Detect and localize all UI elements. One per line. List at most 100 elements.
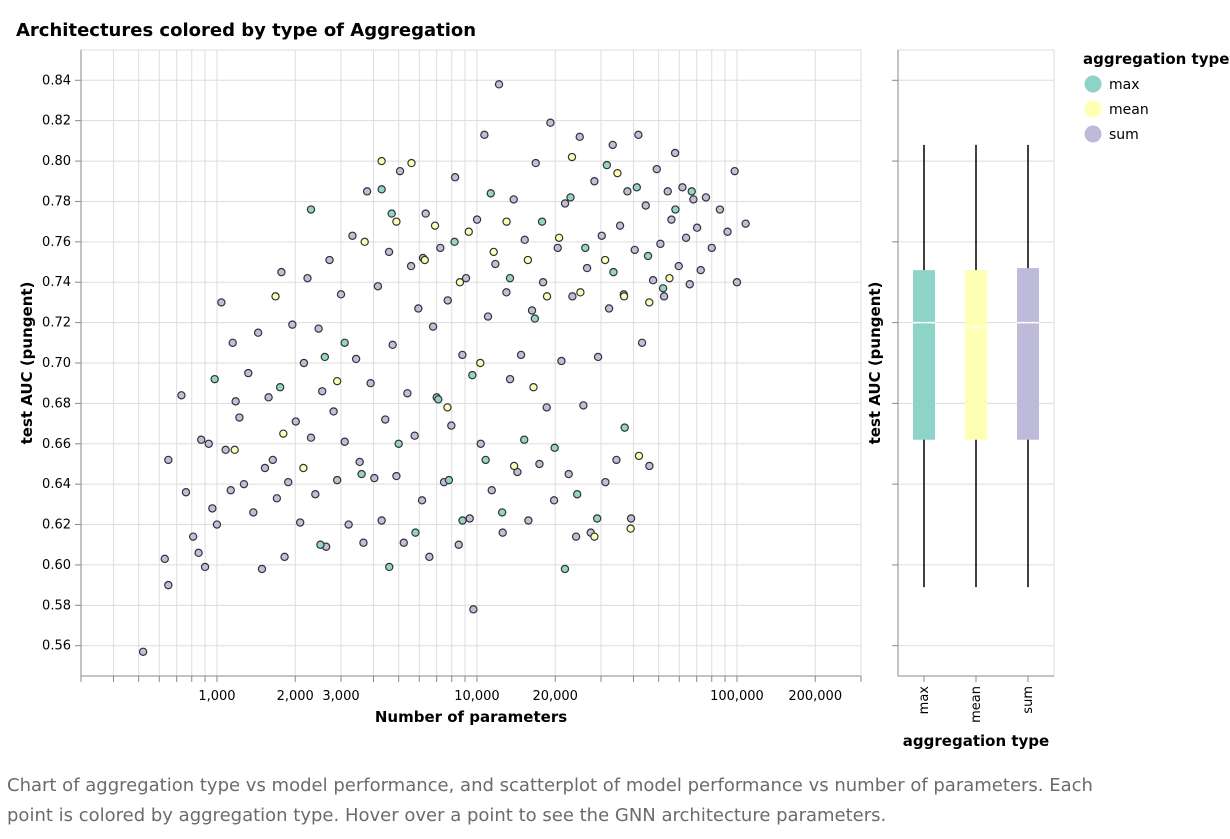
scatter-point-sum[interactable] xyxy=(303,273,312,283)
scatter-point-mean[interactable] xyxy=(542,292,552,301)
scatter-point-sum[interactable] xyxy=(707,243,716,253)
scatter-point-max[interactable] xyxy=(497,508,507,517)
scatter-point-sum[interactable] xyxy=(417,496,427,505)
scatter-point-sum[interactable] xyxy=(268,455,278,465)
scatter-point-max[interactable] xyxy=(387,209,396,218)
scatter-point-sum[interactable] xyxy=(212,520,222,529)
scatter-point-mean[interactable] xyxy=(377,156,386,166)
scatter-point-max[interactable] xyxy=(566,193,575,202)
scatter-point-sum[interactable] xyxy=(447,421,456,430)
scatter-point-sum[interactable] xyxy=(311,490,320,499)
scatter-point-sum[interactable] xyxy=(260,463,270,473)
scatter-point-mean[interactable] xyxy=(613,168,622,178)
scatter-point-sum[interactable] xyxy=(612,455,621,465)
scatter-point-mean[interactable] xyxy=(509,461,519,471)
scatter-point-sum[interactable] xyxy=(314,324,323,333)
scatter-point-sum[interactable] xyxy=(450,173,460,182)
scatter-point-sum[interactable] xyxy=(164,580,173,590)
scatter-point-sum[interactable] xyxy=(381,415,390,424)
scatter-point-sum[interactable] xyxy=(527,306,537,315)
scatter-point-sum[interactable] xyxy=(425,552,434,562)
scatter-point-sum[interactable] xyxy=(295,518,305,527)
scatter-point-sum[interactable] xyxy=(571,532,581,541)
scatter-point-max[interactable] xyxy=(316,540,325,549)
scatter-point-max[interactable] xyxy=(210,374,219,384)
scatter-point-max[interactable] xyxy=(411,528,420,537)
scatter-point-mean[interactable] xyxy=(279,429,288,438)
scatter-point-max[interactable] xyxy=(275,383,285,392)
scatter-point-sum[interactable] xyxy=(509,195,518,204)
scatter-point-sum[interactable] xyxy=(461,273,471,283)
scatter-point-sum[interactable] xyxy=(516,350,526,360)
scatter-point-sum[interactable] xyxy=(421,209,430,218)
scatter-point-sum[interactable] xyxy=(253,328,263,337)
scatter-point-sum[interactable] xyxy=(696,265,705,275)
scatter-point-max[interactable] xyxy=(306,205,316,214)
scatter-point-sum[interactable] xyxy=(524,516,533,525)
scatter-point-mean[interactable] xyxy=(567,152,577,162)
scatter-point-sum[interactable] xyxy=(608,140,617,150)
scatter-point-sum[interactable] xyxy=(318,387,327,396)
scatter-point-max[interactable] xyxy=(632,183,642,192)
scatter-point-mean[interactable] xyxy=(626,524,635,533)
scatter-point-sum[interactable] xyxy=(715,205,725,214)
scatter-point-sum[interactable] xyxy=(228,338,237,348)
scatter-point-max[interactable] xyxy=(450,237,459,247)
scatter-point-sum[interactable] xyxy=(593,352,603,362)
scatter-point-sum[interactable] xyxy=(291,417,300,426)
scatter-point-mean[interactable] xyxy=(332,376,342,386)
scatter-point-mean[interactable] xyxy=(502,217,511,226)
scatter-point-max[interactable] xyxy=(505,273,515,283)
scatter-point-sum[interactable] xyxy=(204,439,213,448)
scatter-point-sum[interactable] xyxy=(410,431,419,440)
scatter-point-sum[interactable] xyxy=(366,378,375,388)
scatter-point-sum[interactable] xyxy=(221,445,230,455)
scatter-point-mean[interactable] xyxy=(455,278,465,287)
scatter-point-mean[interactable] xyxy=(476,358,485,368)
scatter-point-sum[interactable] xyxy=(472,215,482,224)
scatter-point-max[interactable] xyxy=(573,490,582,499)
scatter-point-max[interactable] xyxy=(687,187,696,196)
scatter-point-mean[interactable] xyxy=(554,233,564,242)
scatter-point-mean[interactable] xyxy=(590,532,599,541)
scatter-point-max[interactable] xyxy=(481,455,490,465)
scatter-point-sum[interactable] xyxy=(388,340,397,350)
scatter-point-sum[interactable] xyxy=(277,267,286,277)
scatter-point-sum[interactable] xyxy=(483,312,493,321)
scatter-point-sum[interactable] xyxy=(188,532,198,541)
scatter-point-sum[interactable] xyxy=(615,221,625,230)
box-mean[interactable] xyxy=(965,270,987,440)
scatter-point-sum[interactable] xyxy=(637,338,647,348)
scatter-point-sum[interactable] xyxy=(181,488,191,497)
scatter-point-sum[interactable] xyxy=(194,548,203,558)
scatter-point-sum[interactable] xyxy=(487,486,496,495)
scatter-point-max[interactable] xyxy=(658,284,668,293)
scatter-point-sum[interactable] xyxy=(177,391,186,400)
scatter-point-sum[interactable] xyxy=(370,473,379,483)
scatter-point-sum[interactable] xyxy=(542,403,551,412)
scatter-point-sum[interactable] xyxy=(491,259,500,269)
scatter-point-sum[interactable] xyxy=(392,471,401,481)
scatter-point-sum[interactable] xyxy=(689,195,698,204)
scatter-point-max[interactable] xyxy=(458,516,467,525)
box-marks[interactable] xyxy=(913,144,1039,588)
scatter-point-sum[interactable] xyxy=(465,514,474,523)
scatter-point-sum[interactable] xyxy=(568,292,577,301)
scatter-point-sum[interactable] xyxy=(692,223,702,232)
scatter-point-max[interactable] xyxy=(643,251,653,261)
scatter-point-max[interactable] xyxy=(530,314,540,323)
scatter-point-mean[interactable] xyxy=(489,247,498,257)
scatter-point-sum[interactable] xyxy=(520,235,529,245)
scatter-point-sum[interactable] xyxy=(164,455,173,465)
scatter-point-mean[interactable] xyxy=(600,255,610,265)
scatter-point-max[interactable] xyxy=(581,243,590,253)
scatter-point-mean[interactable] xyxy=(665,273,674,283)
box-max[interactable] xyxy=(913,270,935,440)
scatter-point-sum[interactable] xyxy=(476,439,485,448)
scatter-point-sum[interactable] xyxy=(549,496,559,505)
scatter-point-max[interactable] xyxy=(537,217,547,226)
scatter-point-sum[interactable] xyxy=(160,554,169,564)
scatter-point-sum[interactable] xyxy=(652,164,661,174)
scatter-point-sum[interactable] xyxy=(264,393,273,402)
scatter-point-max[interactable] xyxy=(468,370,477,380)
